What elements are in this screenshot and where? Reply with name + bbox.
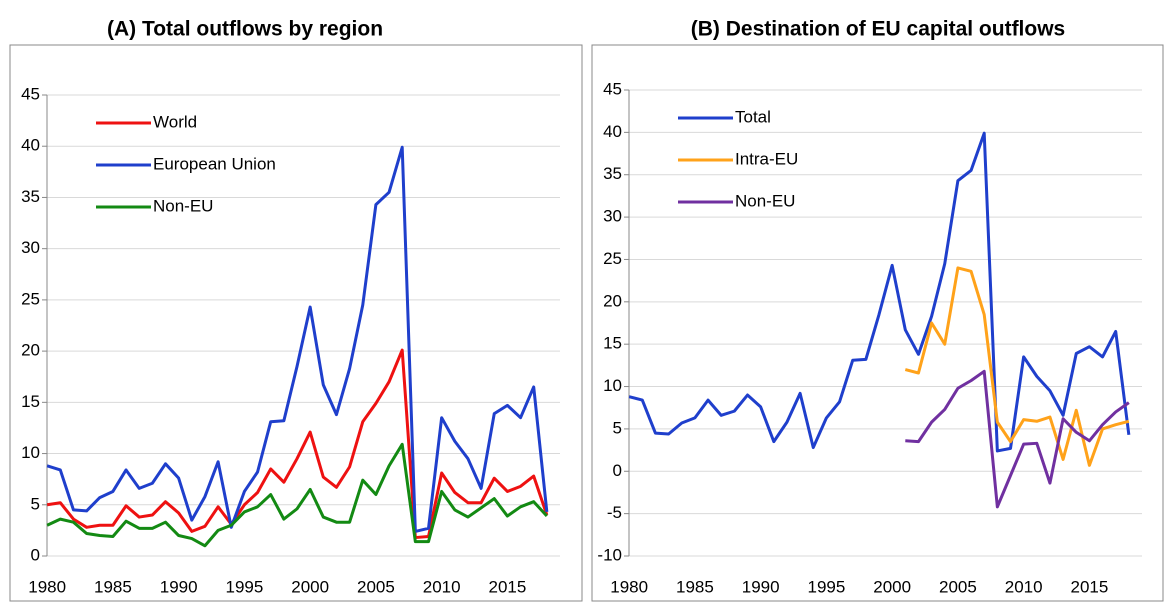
y-tick-label: 5 (613, 418, 622, 437)
y-tick-label: 45 (603, 79, 622, 98)
y-tick-label: 35 (603, 164, 622, 183)
legend-label: Non-EU (735, 191, 795, 210)
x-tick-label: 2015 (488, 577, 526, 596)
y-tick-label: 30 (21, 238, 40, 257)
legend-label: Intra-EU (735, 149, 798, 168)
y-tick-label: 30 (603, 207, 622, 226)
y-tick-label: -10 (597, 545, 622, 564)
series-line (46, 348, 549, 540)
x-tick-label: 1980 (610, 577, 648, 596)
y-tick-label: 10 (21, 443, 40, 462)
y-tick-label: 0 (613, 461, 622, 480)
x-tick-label: 1980 (28, 577, 66, 596)
x-tick-label: 2000 (291, 577, 329, 596)
x-tick-label: 1990 (160, 577, 198, 596)
y-tick-label: 25 (603, 249, 622, 268)
legend-label: World (153, 112, 197, 131)
y-tick-label: 20 (21, 341, 40, 360)
y-tick-label: 0 (31, 545, 40, 564)
y-tick-label: 20 (603, 291, 622, 310)
y-tick-label: 10 (603, 376, 622, 395)
series-line (628, 131, 1131, 453)
series-line (46, 442, 548, 548)
y-tick-label: 40 (21, 136, 40, 155)
y-tick-label: -5 (607, 503, 622, 522)
y-tick-label: 15 (21, 392, 40, 411)
x-tick-label: 1985 (676, 577, 714, 596)
x-tick-label: 2005 (939, 577, 977, 596)
series-line (905, 369, 1130, 509)
x-tick-label: 1985 (94, 577, 132, 596)
chart-title: (B) Destination of EU capital outflows (691, 18, 1066, 41)
panel-frame (591, 44, 1164, 602)
panel-frame (9, 44, 583, 602)
y-tick-label: 5 (31, 494, 40, 513)
x-tick-label: 2010 (423, 577, 461, 596)
x-tick-label: 2015 (1070, 577, 1108, 596)
series-line (904, 266, 1130, 467)
legend-label: Total (735, 107, 771, 126)
chart-title: (A) Total outflows by region (107, 18, 383, 41)
x-tick-label: 1990 (742, 577, 780, 596)
y-tick-label: 45 (21, 84, 40, 103)
y-tick-label: 35 (21, 187, 40, 206)
y-tick-label: 25 (21, 289, 40, 308)
x-tick-label: 2010 (1005, 577, 1043, 596)
y-tick-label: 15 (603, 334, 622, 353)
x-tick-label: 2000 (873, 577, 911, 596)
series-line (46, 145, 549, 533)
legend-label: Non-EU (153, 196, 213, 215)
y-tick-label: 40 (603, 122, 622, 141)
x-tick-label: 1995 (807, 577, 845, 596)
legend-label: European Union (153, 154, 276, 173)
x-tick-label: 2005 (357, 577, 395, 596)
x-tick-label: 1995 (225, 577, 263, 596)
